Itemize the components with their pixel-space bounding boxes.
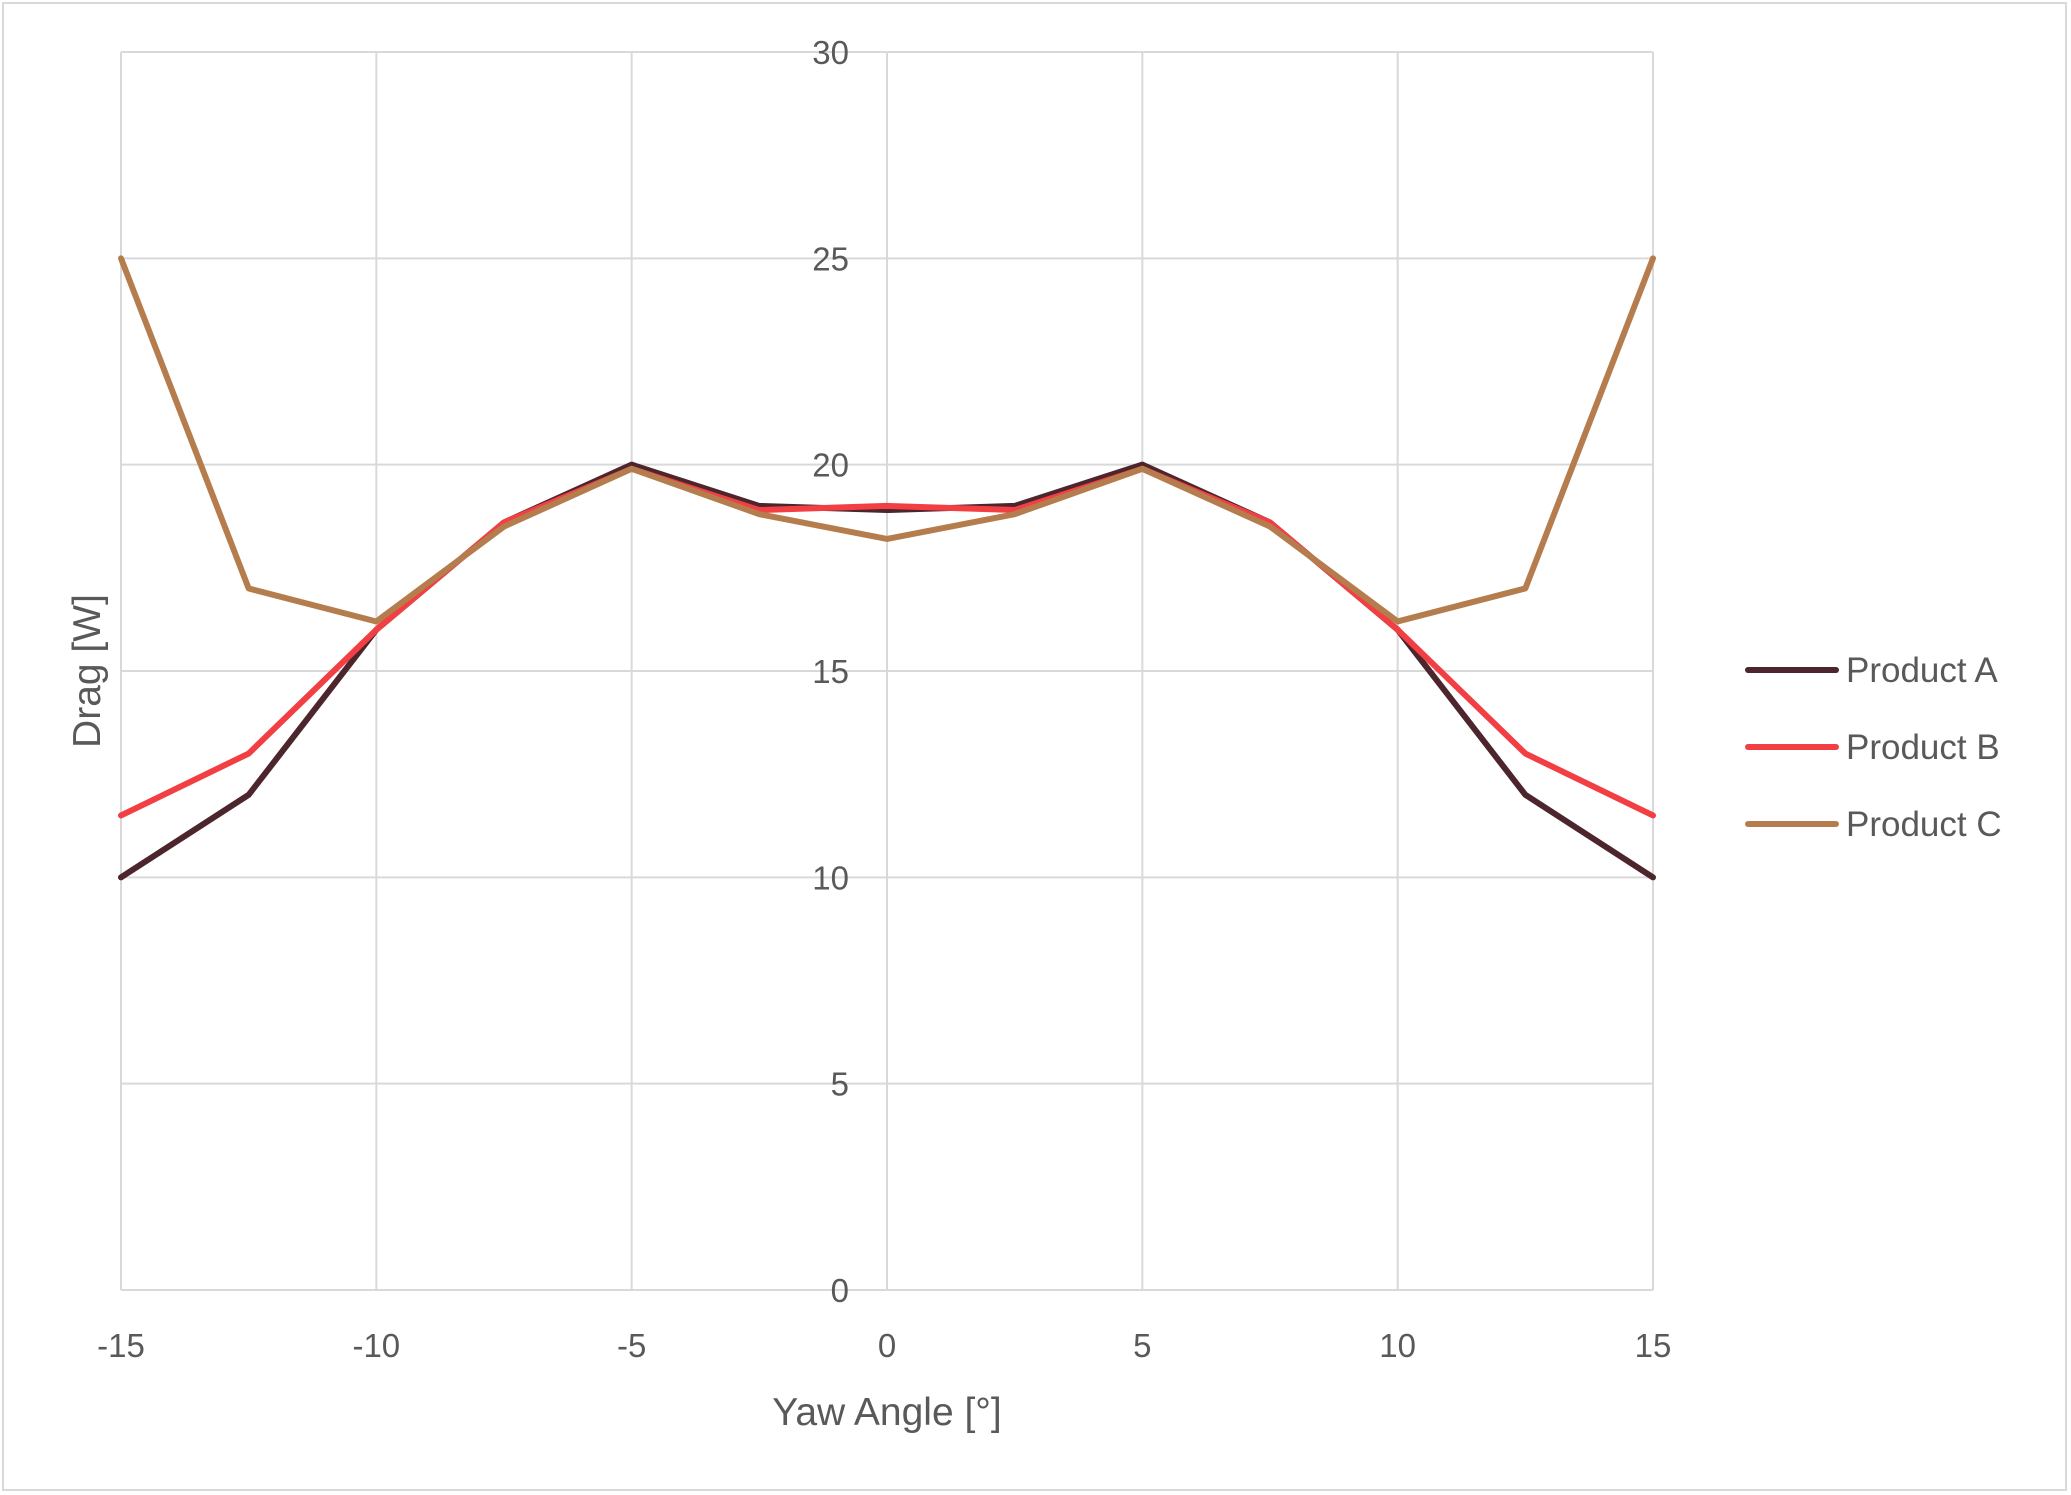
y-axis-tick-labels: 0 5 10 15 20 25 30 (812, 34, 849, 1309)
x-tick-label: -5 (617, 1327, 646, 1364)
legend-label: Product B (1846, 728, 2000, 767)
legend-label: Product A (1846, 651, 1998, 690)
y-axis-title: Drag [W] (66, 594, 109, 748)
legend: Product A Product B Product C (1745, 651, 2002, 844)
series-line-product-b (118, 465, 1656, 819)
x-tick-label: 5 (1133, 1327, 1151, 1364)
series-line-product-c (118, 255, 1656, 625)
x-tick-label: -10 (352, 1327, 400, 1364)
y-tick-label: 20 (812, 447, 849, 484)
y-tick-label: 0 (831, 1272, 849, 1309)
legend-label: Product C (1846, 805, 2002, 844)
gridlines (120, 51, 1654, 1291)
y-tick-label: 5 (831, 1066, 849, 1103)
y-tick-label: 30 (812, 34, 849, 71)
x-tick-label: -15 (97, 1327, 145, 1364)
x-axis-title: Yaw Angle [°] (772, 1391, 1002, 1434)
y-tick-label: 25 (812, 240, 849, 277)
y-tick-label: 10 (812, 859, 849, 896)
x-tick-label: 10 (1379, 1327, 1416, 1364)
x-tick-label: 0 (878, 1327, 896, 1364)
y-tick-label: 15 (812, 653, 849, 690)
x-tick-label: 15 (1635, 1327, 1672, 1364)
series-lines (118, 255, 1656, 881)
x-axis-tick-labels: -15 -10 -5 0 5 10 15 (97, 1327, 1671, 1364)
